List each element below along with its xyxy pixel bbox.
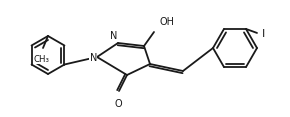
Text: I: I (262, 29, 265, 39)
Text: OH: OH (159, 17, 174, 27)
Text: CH₃: CH₃ (33, 55, 49, 64)
Text: N: N (90, 53, 97, 63)
Text: O: O (114, 99, 122, 109)
Text: N: N (110, 31, 117, 41)
